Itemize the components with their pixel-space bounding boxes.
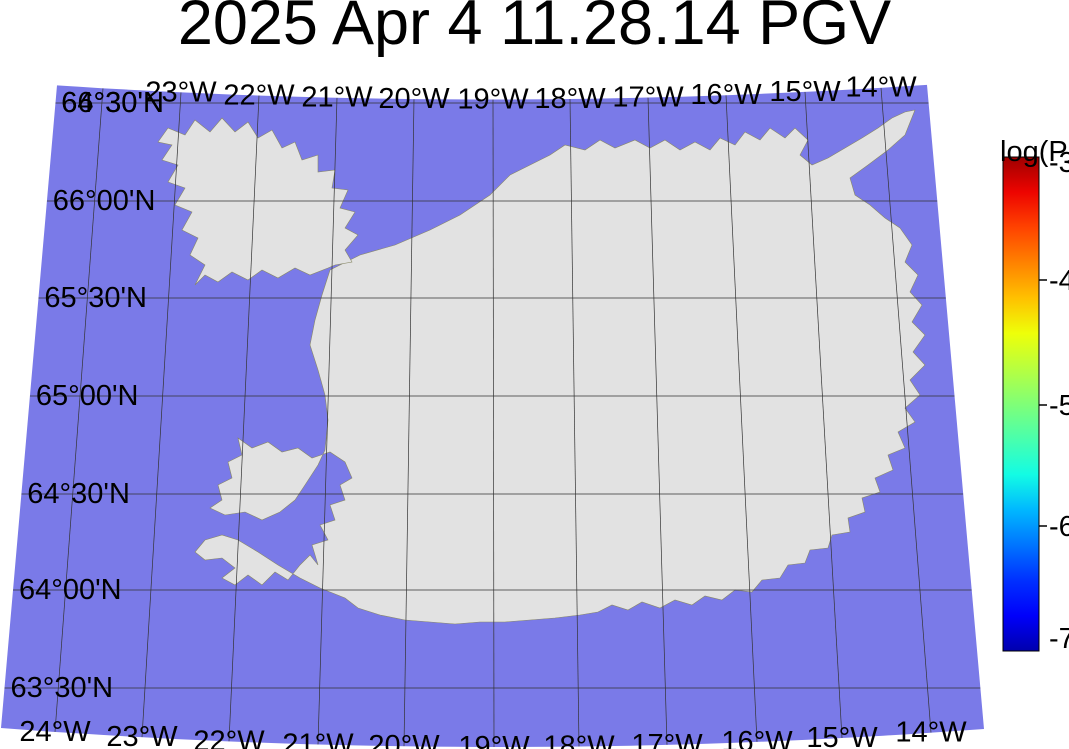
svg-text:-4: -4 <box>1049 265 1069 297</box>
svg-text:18°W: 18°W <box>534 83 606 115</box>
svg-text:64°30'N: 64°30'N <box>27 478 130 510</box>
svg-text:20°W: 20°W <box>368 730 440 749</box>
svg-text:19°W: 19°W <box>458 731 530 749</box>
svg-text:16°W: 16°W <box>690 79 762 111</box>
svg-text:15°W: 15°W <box>769 76 841 108</box>
svg-text:65°30'N: 65°30'N <box>44 282 147 314</box>
svg-text:24°W: 24°W <box>19 716 91 748</box>
svg-text:14°W: 14°W <box>845 72 917 104</box>
svg-text:-5: -5 <box>1049 390 1069 422</box>
svg-text:21°W: 21°W <box>301 82 373 114</box>
svg-text:20°W: 20°W <box>378 83 450 115</box>
svg-text:-7: -7 <box>1049 623 1069 655</box>
svg-text:65°00'N: 65°00'N <box>36 380 139 412</box>
svg-text:19°W: 19°W <box>457 83 529 115</box>
svg-text:21°W: 21°W <box>282 728 354 749</box>
svg-text:64°00'N: 64°00'N <box>19 574 122 606</box>
svg-text:22°W: 22°W <box>223 79 295 111</box>
svg-text:63°30'N: 63°30'N <box>11 672 114 704</box>
svg-text:23°W: 23°W <box>106 721 178 749</box>
svg-text:22°W: 22°W <box>193 725 265 749</box>
svg-text:15°W: 15°W <box>806 722 878 749</box>
svg-text:64°30'N: 64°30'N <box>61 87 164 119</box>
svg-text:-6: -6 <box>1049 511 1069 543</box>
svg-text:17°W: 17°W <box>631 729 703 749</box>
svg-text:log(PGV): log(PGV) <box>1000 136 1069 168</box>
svg-text:18°W: 18°W <box>543 730 615 749</box>
svg-text:14°W: 14°W <box>895 717 967 749</box>
svg-text:16°W: 16°W <box>721 726 793 749</box>
svg-text:17°W: 17°W <box>612 82 684 114</box>
svg-text:66°00'N: 66°00'N <box>53 185 156 217</box>
